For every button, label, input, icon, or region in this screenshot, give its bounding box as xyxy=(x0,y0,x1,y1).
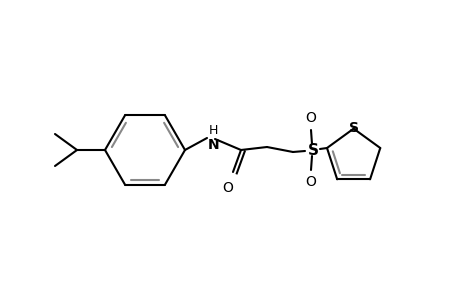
Text: N: N xyxy=(207,138,219,152)
Text: S: S xyxy=(348,121,358,135)
Text: S: S xyxy=(307,142,318,158)
Text: H: H xyxy=(208,124,218,137)
Text: O: O xyxy=(305,175,316,189)
Text: O: O xyxy=(305,111,316,125)
Text: O: O xyxy=(222,181,233,195)
